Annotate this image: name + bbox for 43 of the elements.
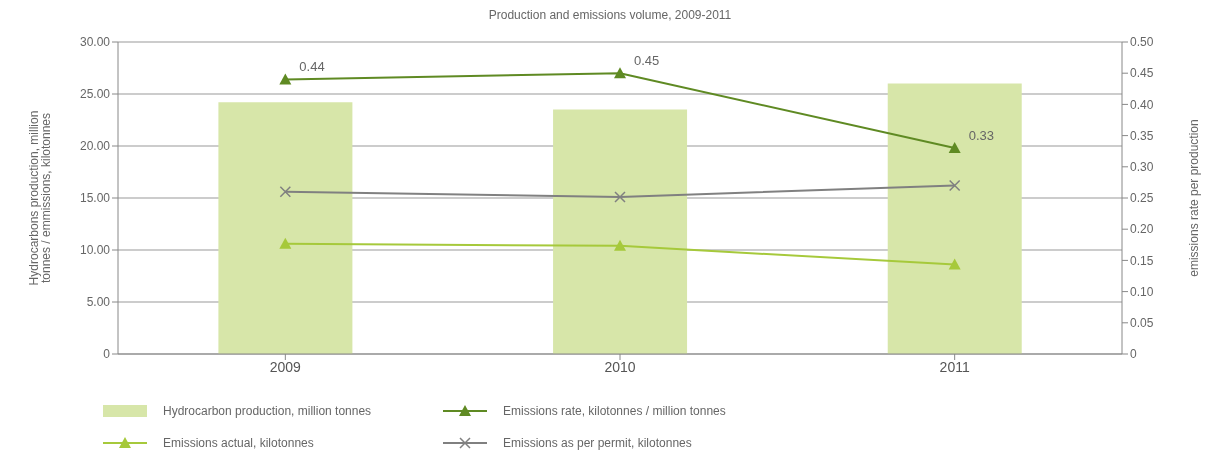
point: [948, 179, 961, 192]
y2-tick-label: 0: [1130, 347, 1137, 362]
bar: [887, 83, 1022, 354]
x-tick-label: 2010: [604, 358, 636, 375]
y-tick-label: 30.00: [79, 35, 111, 50]
y2-tick-label: 0.10: [1130, 284, 1154, 299]
chart-title: Production and emissions volume, 2009-2011: [487, 8, 733, 24]
y2-tick-label: 0.05: [1130, 316, 1154, 331]
y2-axis-title: emissions rate per production: [1187, 119, 1202, 277]
point: [614, 239, 626, 251]
legend-label: Emissions actual, kilotonnes: [163, 436, 314, 450]
legend-label: Emissions as per permit, kilotonnes: [503, 436, 692, 450]
point: [948, 258, 961, 270]
y-axis-title: Hydrocarbons production, million tonnes / emmissions, kilotonnes: [27, 110, 54, 286]
legend-label: Hydrocarbon production, million tonnes: [163, 404, 372, 418]
y2-tick-label: 0.20: [1130, 222, 1154, 237]
x-tick-label: 2009: [269, 358, 302, 375]
point: [614, 191, 626, 203]
y2-tick-label: 0.15: [1130, 253, 1154, 268]
y-tick-label: 20.00: [79, 139, 111, 154]
point: [279, 73, 292, 85]
y2-tick-label: 0.35: [1130, 128, 1154, 143]
point: [614, 67, 626, 79]
legend-label: Emissions rate, kilotonnes / million tonnes: [503, 404, 726, 418]
point: [279, 186, 292, 198]
y2-tick-label: 0.30: [1130, 160, 1154, 175]
data-label: 0.33: [968, 128, 994, 144]
y2-tick-label: 0.45: [1130, 66, 1154, 81]
y2-tick-label: 0.40: [1130, 97, 1154, 112]
y-tick-label: 25.00: [79, 87, 111, 102]
point: [279, 237, 292, 249]
y-tick-label: 0: [103, 347, 111, 362]
y-tick-label: 15.00: [79, 191, 111, 206]
bar: [218, 102, 353, 354]
y-tick-label: 5.00: [86, 295, 111, 310]
point: [948, 142, 961, 154]
data-label: 0.45: [634, 53, 660, 69]
y2-tick-label: 0.25: [1130, 191, 1154, 206]
y-tick-label: 10.00: [79, 243, 111, 258]
data-label: 0.44: [299, 59, 325, 75]
bar: [553, 109, 688, 354]
y2-tick-label: 0.50: [1130, 35, 1154, 50]
x-tick-label: 2011: [939, 358, 970, 375]
